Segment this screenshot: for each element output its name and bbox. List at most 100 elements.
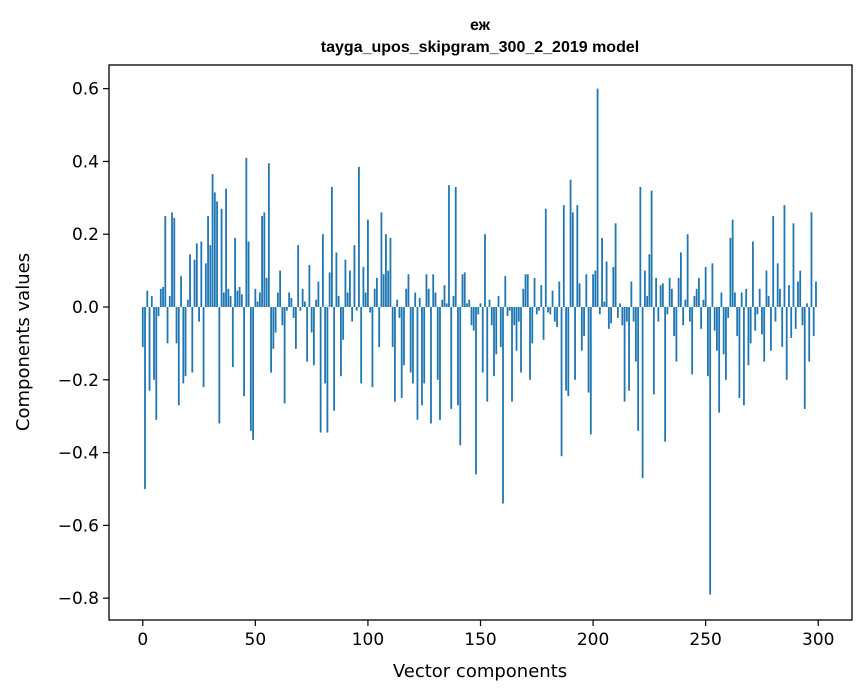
bar-220 [637,307,640,431]
bar-289 [792,223,795,308]
bar-71 [301,288,304,308]
bar-212 [619,303,621,308]
bar-10 [164,216,167,308]
bar-144 [466,303,468,308]
bar-80 [321,234,324,308]
bar-296 [808,307,811,362]
bar-95 [355,307,358,311]
bar-142 [461,274,464,308]
bar-139 [454,186,457,308]
bar-295 [806,303,808,308]
bar-159 [499,307,502,348]
bar-266 [740,292,743,308]
bar-200 [592,274,594,308]
bar-249 [702,299,705,308]
bar-207 [607,307,610,329]
bar-116 [403,307,405,366]
bar-229 [657,307,660,322]
bar-136 [448,185,450,308]
bar-196 [583,307,585,337]
bar-172 [529,307,531,380]
bar-169 [522,288,525,308]
bar-89 [342,307,345,340]
bar-292 [799,270,802,308]
chart-title-line2: tayga_upos_skipgram_300_2_2019 model [321,39,639,56]
bar-115 [400,307,403,398]
bar-94 [353,245,356,308]
bar-190 [569,179,572,308]
bar-226 [650,190,653,308]
bar-146 [470,307,473,326]
bar-284 [781,307,784,348]
bar-166 [515,307,518,351]
bar-261 [729,237,732,308]
bar-264 [736,307,739,337]
bar-61 [279,270,282,308]
x-tick-label-200: 200 [577,630,609,650]
bar-161 [504,276,507,308]
bar-96 [358,166,360,308]
bar-60 [276,292,279,308]
bar-260 [727,307,730,318]
bar-245 [693,296,696,308]
bar-228 [655,277,658,308]
bar-140 [457,307,459,406]
bar-185 [558,281,561,308]
bar-194 [578,283,581,308]
bar-197 [585,274,588,308]
bar-17 [180,276,182,308]
bar-130 [434,292,437,308]
bar-244 [691,307,694,375]
bar-288 [790,307,793,338]
bar-29 [207,216,209,308]
bar-114 [398,307,401,318]
bar-193 [576,205,579,308]
bar-263 [734,292,736,308]
bar-163 [508,307,511,311]
bar-104 [376,277,378,308]
bar-183 [553,307,556,322]
bar-58 [272,307,275,349]
bar-135 [445,303,448,308]
bar-192 [574,307,576,380]
plot-frame [108,64,853,621]
bar-0 [141,307,144,348]
bar-252 [709,307,712,595]
bar-297 [810,212,813,308]
bar-184 [556,307,558,328]
bar-79 [319,307,322,433]
bar-278 [767,296,770,308]
bar-145 [468,299,471,308]
bar-55 [265,277,268,308]
bar-28 [204,263,207,308]
bar-84 [331,186,333,308]
x-tick-label-50: 50 [245,630,267,650]
bar-134 [443,285,446,308]
bar-129 [432,274,435,308]
bar-155 [490,307,493,326]
bar-221 [639,186,642,308]
bar-199 [589,307,592,435]
bar-160 [502,307,504,504]
bar-165 [513,307,516,326]
bar-191 [571,212,574,308]
bar-211 [616,307,619,318]
y-tick-label-2: 0.2 [72,225,99,245]
bar-81 [324,307,327,384]
bar-77 [315,299,318,308]
bar-19 [184,307,187,377]
bar-150 [479,303,482,308]
bar-44 [240,294,243,308]
bar-3 [148,307,151,391]
y-tick-label-0: 0.6 [72,80,99,100]
bar-279 [770,307,772,351]
bar-272 [754,307,757,331]
bar-51 [256,301,259,308]
bar-255 [716,307,718,351]
bar-125 [423,307,426,384]
bar-268 [745,288,748,308]
x-tick-label-100: 100 [352,630,384,650]
bar-66 [290,297,293,308]
bar-276 [763,307,766,362]
bar-24 [195,243,198,308]
